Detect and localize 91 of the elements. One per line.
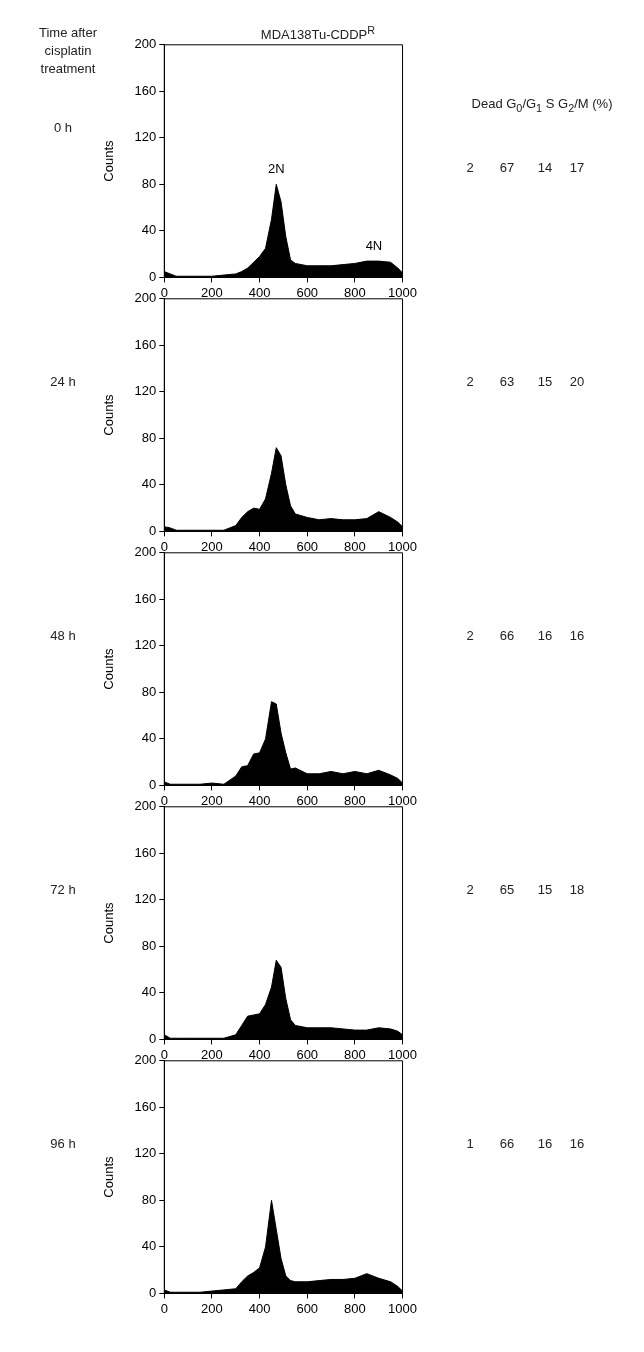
text: 2 (465, 882, 475, 897)
x-tick-label: 800 (344, 1300, 366, 1316)
text: 66 (498, 628, 516, 643)
text: 96 h (49, 1136, 77, 1151)
y-tick-label: 0 (149, 776, 157, 792)
text: 67 (498, 160, 516, 175)
text: 63 (498, 374, 516, 389)
chart-title: MDA138Tu-CDDP$^{R}$ (259, 24, 377, 43)
x-tick-label: 800 (344, 538, 366, 554)
y-tick-label: 40 (141, 1238, 157, 1254)
x-tick-label: 400 (248, 792, 271, 808)
y-axis-title: Counts (101, 394, 117, 436)
x-tick-label: 200 (201, 284, 223, 300)
text: 16 (568, 628, 586, 643)
x-tick-label: 400 (248, 538, 271, 554)
x-tick-label: 600 (296, 1046, 319, 1062)
x-tick-label: 800 (344, 1046, 366, 1062)
y-tick-label: 40 (141, 476, 157, 492)
y-tick-label: 160 (134, 336, 157, 352)
x-tick-label: 600 (296, 538, 319, 554)
y-tick-label: 120 (134, 637, 157, 653)
y-tick-label: 80 (141, 429, 157, 445)
x-tick-label: 800 (344, 284, 366, 300)
text: 0 h (52, 120, 74, 135)
y-tick-label: 0 (149, 1030, 157, 1046)
text: 16 (536, 1136, 554, 1151)
text: 48 h (49, 628, 77, 643)
y-axis-title: Counts (101, 648, 117, 690)
text: 20 (568, 374, 586, 389)
x-tick-label: 200 (201, 1046, 223, 1062)
x-tick-label: 0 (160, 538, 168, 554)
y-tick-label: 120 (134, 383, 157, 399)
y-tick-label: 80 (141, 683, 157, 699)
y-tick-label: 40 (141, 984, 157, 1000)
x-tick-label: 0 (160, 792, 168, 808)
text: 15 (536, 374, 554, 389)
text: 2 (465, 628, 475, 643)
x-tick-label: 400 (248, 1300, 271, 1316)
x-tick-label: 200 (201, 1300, 223, 1316)
x-tick-label: 1000 (388, 792, 417, 808)
text: 17 (568, 160, 586, 175)
text: 24 h (49, 374, 77, 389)
y-tick-label: 160 (134, 590, 157, 606)
y-tick-label: 120 (134, 129, 157, 145)
text: 14 (536, 160, 554, 175)
text: 2 (465, 160, 475, 175)
y-tick-label: 160 (134, 1098, 157, 1114)
y-tick-label: 120 (134, 891, 157, 907)
annotation: 2N (267, 161, 285, 177)
x-tick-label: 600 (296, 792, 319, 808)
text: Dead G$_{0}$/G$_{1}$ S G$_{2}$/M (%) (470, 96, 614, 114)
x-tick-label: 0 (160, 1046, 168, 1062)
text: 66 (498, 1136, 516, 1151)
y-axis-title: Counts (101, 140, 117, 182)
y-tick-label: 40 (141, 730, 157, 746)
text: 72 h (49, 882, 77, 897)
y-tick-label: 160 (134, 844, 157, 860)
text: 16 (536, 628, 554, 643)
x-tick-label: 400 (248, 1046, 271, 1062)
annotation: 4N (365, 237, 383, 253)
y-tick-label: 0 (149, 1284, 157, 1300)
y-tick-label: 120 (134, 1145, 157, 1161)
y-axis-title: Counts (101, 902, 117, 944)
y-tick-label: 80 (141, 937, 157, 953)
x-tick-label: 600 (296, 284, 319, 300)
y-tick-label: 160 (134, 82, 157, 98)
y-axis-title: Counts (101, 1156, 117, 1198)
y-tick-label: 80 (141, 1191, 157, 1207)
text: 65 (498, 882, 516, 897)
x-tick-label: 1000 (388, 284, 417, 300)
x-tick-label: 0 (160, 1300, 168, 1316)
y-tick-label: 80 (141, 175, 157, 191)
x-tick-label: 0 (160, 284, 168, 300)
text: 1 (465, 1136, 475, 1151)
y-tick-label: 200 (134, 36, 157, 52)
text: 2 (465, 374, 475, 389)
text: 15 (536, 882, 554, 897)
x-tick-label: 200 (201, 792, 223, 808)
x-tick-label: 1000 (388, 1046, 417, 1062)
x-tick-label: 200 (201, 538, 223, 554)
x-tick-label: 600 (296, 1300, 319, 1316)
x-tick-label: 400 (248, 284, 271, 300)
y-tick-label: 0 (149, 268, 157, 284)
x-tick-label: 1000 (388, 538, 417, 554)
text: 16 (568, 1136, 586, 1151)
y-tick-label: 0 (149, 522, 157, 538)
x-tick-label: 800 (344, 792, 366, 808)
text: Time after cisplatin treatment (38, 24, 98, 78)
text: 18 (568, 882, 586, 897)
y-tick-label: 40 (141, 222, 157, 238)
x-tick-label: 1000 (388, 1300, 417, 1316)
